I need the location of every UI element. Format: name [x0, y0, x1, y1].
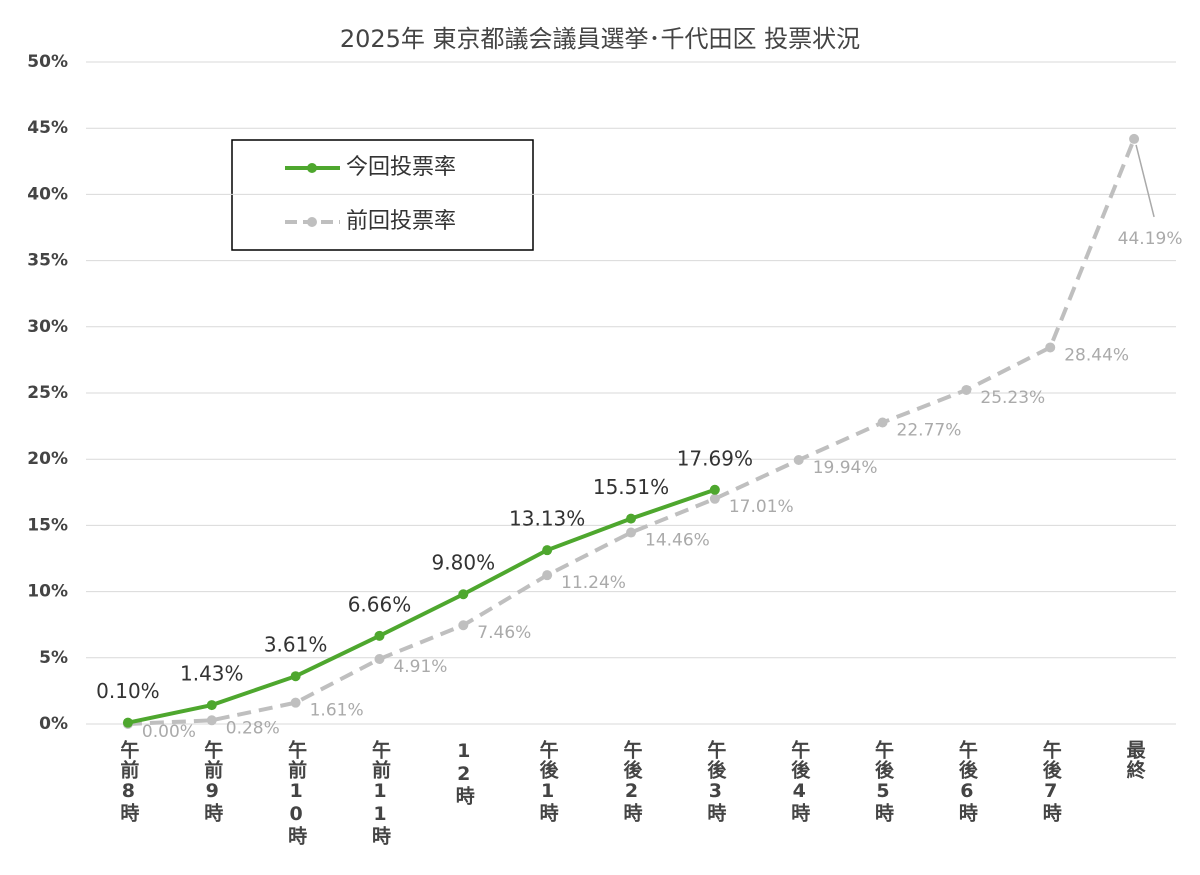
x-tick-label: 午後7時 — [1040, 739, 1062, 823]
data-label: 44.19% — [1118, 229, 1183, 249]
legend-label: 今回投票率 — [346, 155, 456, 180]
point — [626, 527, 636, 538]
y-tick-label: 50% — [27, 52, 68, 72]
x-tick-label: 午前8時 — [117, 739, 139, 823]
data-label: 19.94% — [813, 458, 878, 478]
data-label: 17.69% — [677, 446, 753, 470]
data-label: 3.61% — [264, 633, 328, 657]
data-label: 17.01% — [729, 497, 794, 517]
point — [542, 545, 553, 556]
point — [206, 715, 217, 726]
point — [542, 570, 553, 581]
data-label: 25.23% — [980, 388, 1045, 408]
legend-marker — [307, 217, 317, 227]
data-label: 13.13% — [509, 507, 585, 531]
x-tick-label: 午後1時 — [537, 739, 559, 823]
point — [374, 630, 385, 641]
leader-line — [1135, 144, 1155, 218]
x-tick-label: 午後3時 — [704, 739, 726, 823]
y-tick-label: 35% — [27, 251, 68, 271]
point — [290, 697, 301, 708]
point — [961, 384, 972, 395]
data-label: 1.61% — [310, 701, 364, 721]
data-label: 9.80% — [432, 551, 496, 575]
y-tick-label: 20% — [27, 449, 68, 469]
y-tick-label: 30% — [27, 317, 68, 337]
y-tick-label: 15% — [27, 515, 68, 535]
data-label: 28.44% — [1064, 345, 1129, 365]
data-label: 0.28% — [226, 718, 280, 738]
point — [290, 671, 301, 682]
point — [793, 454, 804, 465]
data-label: 4.91% — [393, 657, 447, 677]
y-tick-label: 45% — [27, 118, 68, 138]
data-label: 7.46% — [477, 623, 531, 643]
point — [458, 620, 469, 631]
point — [1045, 342, 1056, 353]
data-label: 22.77% — [897, 421, 962, 441]
x-tick-label: 午後4時 — [788, 739, 810, 823]
legend-box — [231, 139, 534, 251]
x-tick-label: 12時 — [453, 740, 475, 806]
data-label: 0.10% — [96, 679, 160, 703]
data-label: 15.51% — [593, 475, 669, 499]
point — [877, 417, 888, 428]
x-tick-label: 午前9時 — [201, 739, 223, 823]
point — [626, 513, 636, 524]
point — [122, 717, 133, 728]
y-tick-label: 40% — [27, 184, 68, 204]
x-tick-label: 午後2時 — [621, 739, 643, 823]
y-tick-label: 10% — [27, 582, 68, 602]
point — [709, 493, 720, 504]
point — [709, 484, 720, 495]
x-tick-label: 午前10時 — [285, 739, 307, 846]
x-tick-label: 午後6時 — [956, 739, 978, 823]
x-tick-label: 午前11時 — [369, 739, 391, 846]
series-line — [127, 487, 716, 725]
data-label: 11.24% — [561, 573, 626, 593]
y-tick-label: 25% — [27, 383, 68, 403]
point — [374, 653, 385, 664]
x-tick-label: 最終 — [1124, 740, 1146, 780]
y-tick-label: 0% — [39, 714, 68, 734]
legend-marker — [307, 163, 317, 173]
y-tick-label: 5% — [39, 648, 68, 668]
x-tick-label: 午後5時 — [872, 739, 894, 823]
data-label: 14.46% — [645, 531, 710, 551]
point — [458, 589, 469, 600]
chart-title: 2025年 東京都議会議員選挙･千代田区 投票状況 — [340, 25, 860, 53]
point — [1129, 133, 1140, 144]
data-label: 1.43% — [180, 662, 244, 686]
data-label: 0.00% — [142, 722, 196, 742]
legend-label: 前回投票率 — [346, 209, 456, 234]
data-label: 6.66% — [348, 592, 412, 616]
point — [206, 700, 217, 711]
